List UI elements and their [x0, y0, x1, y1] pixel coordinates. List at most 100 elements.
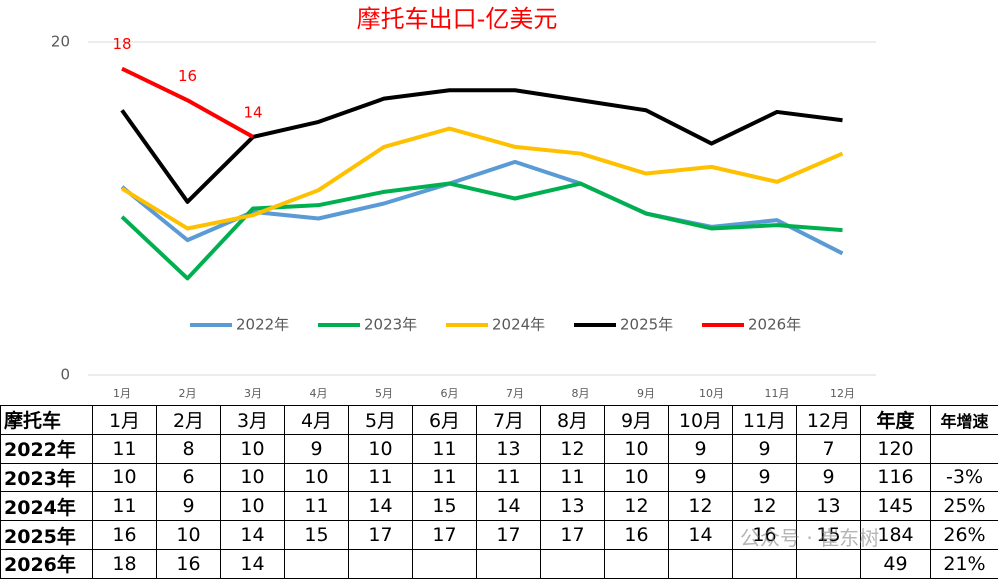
chart-title: 摩托车出口-亿美元 [357, 5, 558, 33]
table-cell: 13 [540, 491, 605, 522]
x-tick-label: 5月 [375, 387, 393, 400]
table-cell: 14 [668, 520, 733, 550]
x-tick-label: 3月 [244, 387, 262, 400]
table-cell: 年度 [860, 405, 931, 435]
table-cell: 11 [476, 462, 541, 493]
table-cell: 25% [930, 491, 998, 522]
data-table: 摩托车 1月 2月 3月 4月 5月 6月 7月 8月 9月 10月 11月 12月 年度 年增速 2022年… [0, 405, 998, 579]
series-line [120, 181, 843, 281]
x-tick-label: 1月 [113, 387, 131, 400]
table-cell: 10 [220, 462, 285, 493]
table-cell: 11 [412, 462, 477, 493]
table-cell: 2022年 [0, 433, 93, 464]
table-cell: 10 [220, 433, 285, 464]
table-cell: 49 [860, 548, 931, 579]
table-cell: 15 [796, 520, 861, 550]
table-cell: 2月 [156, 405, 221, 435]
legend-label: 2023年 [364, 316, 417, 334]
table-cell: 6月 [412, 405, 477, 435]
table-cell: 9 [732, 433, 797, 464]
table-cell: 9 [732, 462, 797, 493]
table-cell: 9 [668, 462, 733, 493]
table-cell: -3% [930, 462, 998, 493]
table-cell: 12 [540, 433, 605, 464]
table-row: 摩托车 1月 2月 3月 4月 5月 6月 7月 8月 9月 10月 11月 12月 年度 年增速 [0, 405, 998, 435]
table-cell: 3月 [220, 405, 285, 435]
table-cell: 21% [930, 548, 998, 579]
table-cell: 2026年 [0, 548, 93, 579]
table-cell: 摩托车 [0, 405, 93, 435]
series-line [120, 159, 844, 256]
table-cell: 11 [348, 462, 413, 493]
table-cell: 17 [348, 520, 413, 550]
table-cell [476, 548, 541, 579]
table-cell: 13 [476, 433, 541, 464]
table-cell [930, 433, 998, 464]
table-row: 2022年 11 8 10 9 10 11 13 12 10 9 9 7 120 [0, 433, 998, 464]
table-cell: 11 [92, 433, 157, 464]
table-cell: 10 [348, 433, 413, 464]
data-label: 16 [178, 67, 197, 85]
table-cell: 184 [860, 520, 931, 550]
data-label: 14 [243, 103, 262, 121]
watermark: 公众号 · 崔东树 [740, 526, 880, 550]
table-cell: 9月 [604, 405, 669, 435]
table-cell: 116 [860, 462, 931, 493]
table-cell: 14 [220, 548, 285, 579]
table-cell: 2025年 [0, 520, 93, 550]
table-cell: 11 [284, 491, 349, 522]
table-cell: 7月 [476, 405, 541, 435]
table-cell: 18 [92, 548, 157, 579]
table-cell: 11 [540, 462, 605, 493]
x-tick-label: 11月 [765, 387, 790, 400]
x-tick-label: 7月 [506, 387, 524, 400]
table-cell [604, 548, 669, 579]
table-cell [540, 548, 605, 579]
table-row: 2024年 11 9 10 11 14 15 14 13 12 12 12 13 145 25% [0, 491, 998, 522]
table-cell [348, 548, 413, 579]
table-cell: 11 [92, 491, 157, 522]
table-cell: 14 [348, 491, 413, 522]
table-cell: 10 [220, 491, 285, 522]
table-row: 2025年 16 10 14 15 17 17 17 17 16 14 16 15 184 26% [0, 520, 998, 550]
x-tick-label: 10月 [699, 387, 724, 400]
table-cell: 10 [604, 462, 669, 493]
table-cell [732, 548, 797, 579]
table-cell: 5月 [348, 405, 413, 435]
table-cell: 13 [796, 491, 861, 522]
x-tick-label: 4月 [310, 387, 328, 400]
table-cell: 12 [668, 491, 733, 522]
y-tick-label: 20 [51, 33, 70, 51]
chart: 摩托车出口-亿美元 0 20 1月 2月 3月 4月 5月 6月 7月 8月 9月 10月 11月 12月… [51, 5, 876, 400]
table-cell: 10 [284, 462, 349, 493]
table-cell: 16 [156, 548, 221, 579]
table-cell: 9 [668, 433, 733, 464]
table-cell: 10 [92, 462, 157, 493]
table-cell: 14 [476, 491, 541, 522]
table-cell: 11 [412, 433, 477, 464]
series-line [120, 126, 844, 231]
table-cell: 14 [220, 520, 285, 550]
table-cell: 17 [540, 520, 605, 550]
table-cell: 12 [732, 491, 797, 522]
table-cell: 9 [796, 462, 861, 493]
table-cell [668, 548, 733, 579]
table-cell: 年增速 [930, 405, 998, 435]
table-cell: 17 [476, 520, 541, 550]
x-tick-label: 9月 [637, 387, 655, 400]
data-label: 18 [112, 35, 131, 53]
table-cell: 10月 [668, 405, 733, 435]
table-row: 2023年 10 6 10 10 11 11 11 11 10 9 9 9 116 -3% [0, 462, 998, 493]
x-tick-label: 12月 [830, 387, 855, 400]
table-cell: 8 [156, 433, 221, 464]
x-tick-label: 2月 [179, 387, 197, 400]
series-line [121, 66, 254, 139]
legend-label: 2024年 [492, 316, 545, 334]
table-cell: 1月 [92, 405, 157, 435]
table-cell: 2023年 [0, 462, 93, 493]
table-cell: 16 [92, 520, 157, 550]
table-cell: 15 [412, 491, 477, 522]
table-cell [412, 548, 477, 579]
table-cell: 145 [860, 491, 931, 522]
